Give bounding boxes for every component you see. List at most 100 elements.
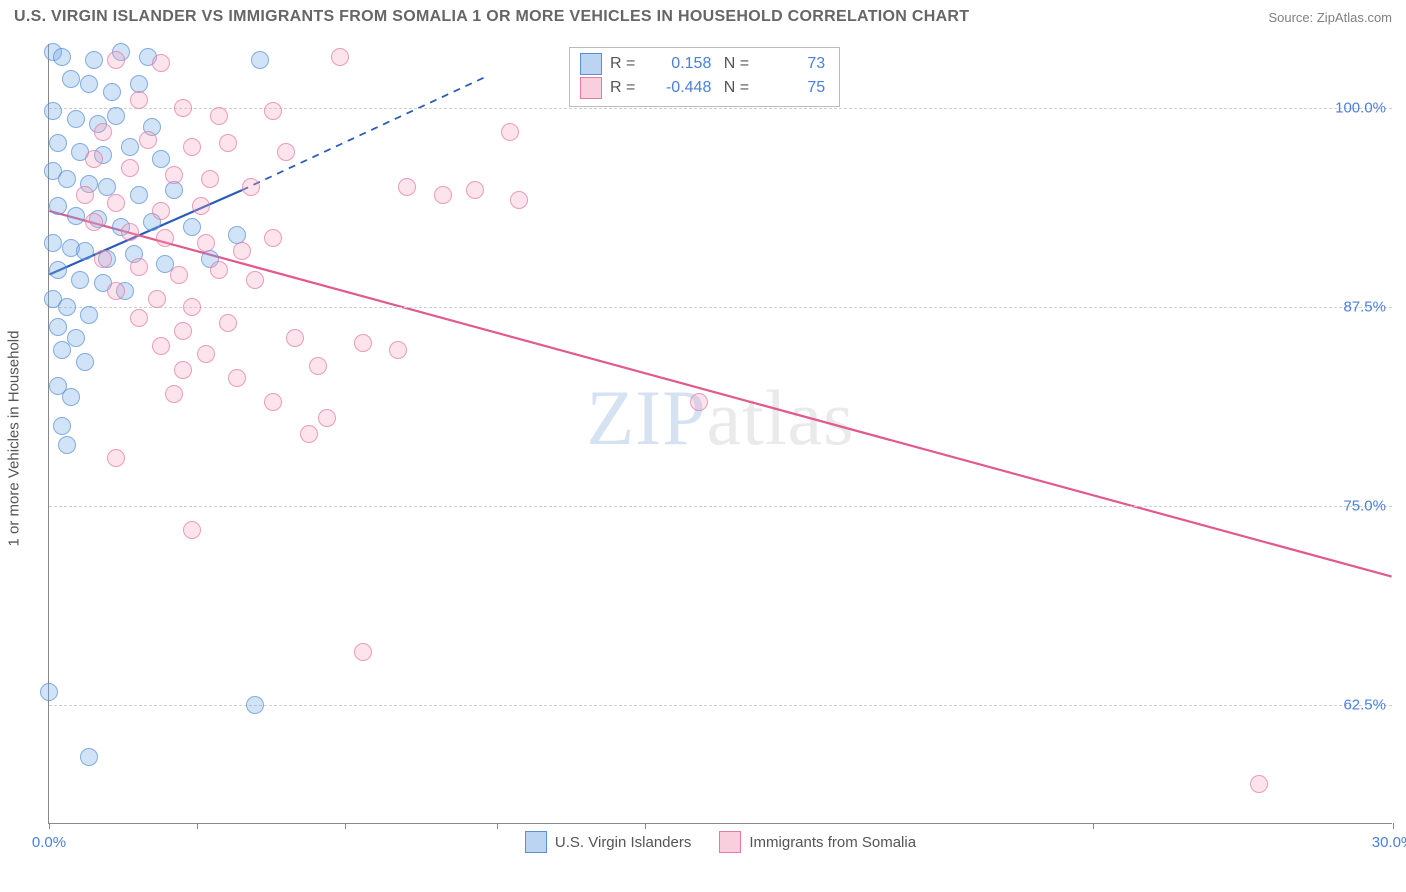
data-point [152, 150, 170, 168]
data-point [183, 218, 201, 236]
data-point [58, 298, 76, 316]
data-point [165, 181, 183, 199]
data-point [197, 234, 215, 252]
legend-label: Immigrants from Somalia [749, 834, 916, 851]
data-point [80, 75, 98, 93]
legend-row: R = 0.158 N = 73 [580, 52, 825, 76]
watermark: ZIPatlas [587, 373, 855, 463]
gridline [49, 506, 1392, 507]
x-tick [645, 823, 646, 829]
data-point [246, 696, 264, 714]
data-point [130, 309, 148, 327]
data-point [130, 91, 148, 109]
data-point [53, 48, 71, 66]
data-point [210, 261, 228, 279]
data-point [58, 436, 76, 454]
gridline [49, 108, 1392, 109]
data-point [174, 99, 192, 117]
data-point [183, 521, 201, 539]
data-point [219, 134, 237, 152]
x-tick [1093, 823, 1094, 829]
data-point [389, 341, 407, 359]
data-point [183, 298, 201, 316]
data-point [71, 271, 89, 289]
data-point [76, 242, 94, 260]
x-tick [49, 823, 50, 829]
data-point [264, 229, 282, 247]
data-point [107, 51, 125, 69]
data-point [1250, 775, 1268, 793]
r-label: R = [610, 52, 635, 76]
data-point [152, 202, 170, 220]
data-point [264, 102, 282, 120]
data-point [466, 181, 484, 199]
n-value: 75 [757, 76, 825, 100]
data-point [103, 83, 121, 101]
legend-swatch [525, 831, 547, 853]
data-point [501, 123, 519, 141]
data-point [85, 51, 103, 69]
data-point [192, 197, 210, 215]
data-point [354, 643, 372, 661]
data-point [165, 166, 183, 184]
data-point [121, 159, 139, 177]
n-label: N = [719, 76, 749, 100]
data-point [76, 353, 94, 371]
data-point [62, 70, 80, 88]
data-point [300, 425, 318, 443]
data-point [58, 170, 76, 188]
data-point [152, 337, 170, 355]
data-point [398, 178, 416, 196]
data-point [434, 186, 452, 204]
data-point [277, 143, 295, 161]
data-point [228, 369, 246, 387]
data-point [49, 318, 67, 336]
data-point [510, 191, 528, 209]
r-value: 0.158 [643, 52, 711, 76]
data-point [309, 357, 327, 375]
data-point [67, 110, 85, 128]
data-point [174, 322, 192, 340]
data-point [139, 131, 157, 149]
x-tick [345, 823, 346, 829]
gridline [49, 307, 1392, 308]
data-point [80, 306, 98, 324]
chart-source: Source: ZipAtlas.com [1268, 10, 1392, 25]
legend-row: R = -0.448 N = 75 [580, 76, 825, 100]
data-point [174, 361, 192, 379]
legend-item: U.S. Virgin Islanders [525, 831, 691, 853]
data-point [40, 683, 58, 701]
legend-swatch [719, 831, 741, 853]
x-tick-label: 0.0% [32, 834, 66, 851]
legend-label: U.S. Virgin Islanders [555, 834, 691, 851]
data-point [156, 229, 174, 247]
data-point [107, 449, 125, 467]
data-point [94, 123, 112, 141]
data-point [197, 345, 215, 363]
data-point [354, 334, 372, 352]
data-point [251, 51, 269, 69]
x-tick [197, 823, 198, 829]
data-point [331, 48, 349, 66]
series-legend: U.S. Virgin Islanders Immigrants from Som… [49, 831, 1392, 853]
y-tick-label: 100.0% [1335, 99, 1386, 116]
x-tick [1393, 823, 1394, 829]
legend-item: Immigrants from Somalia [719, 831, 916, 853]
r-value: -0.448 [643, 76, 711, 100]
data-point [183, 138, 201, 156]
data-point [130, 186, 148, 204]
y-tick-label: 62.5% [1343, 696, 1386, 713]
n-label: N = [719, 52, 749, 76]
data-point [201, 170, 219, 188]
chart-title: U.S. VIRGIN ISLANDER VS IMMIGRANTS FROM … [14, 8, 969, 26]
data-point [242, 178, 260, 196]
data-point [219, 314, 237, 332]
data-point [170, 266, 188, 284]
n-value: 73 [757, 52, 825, 76]
data-point [44, 234, 62, 252]
data-point [107, 282, 125, 300]
data-point [286, 329, 304, 347]
legend-swatch [580, 77, 602, 99]
data-point [264, 393, 282, 411]
data-point [49, 134, 67, 152]
